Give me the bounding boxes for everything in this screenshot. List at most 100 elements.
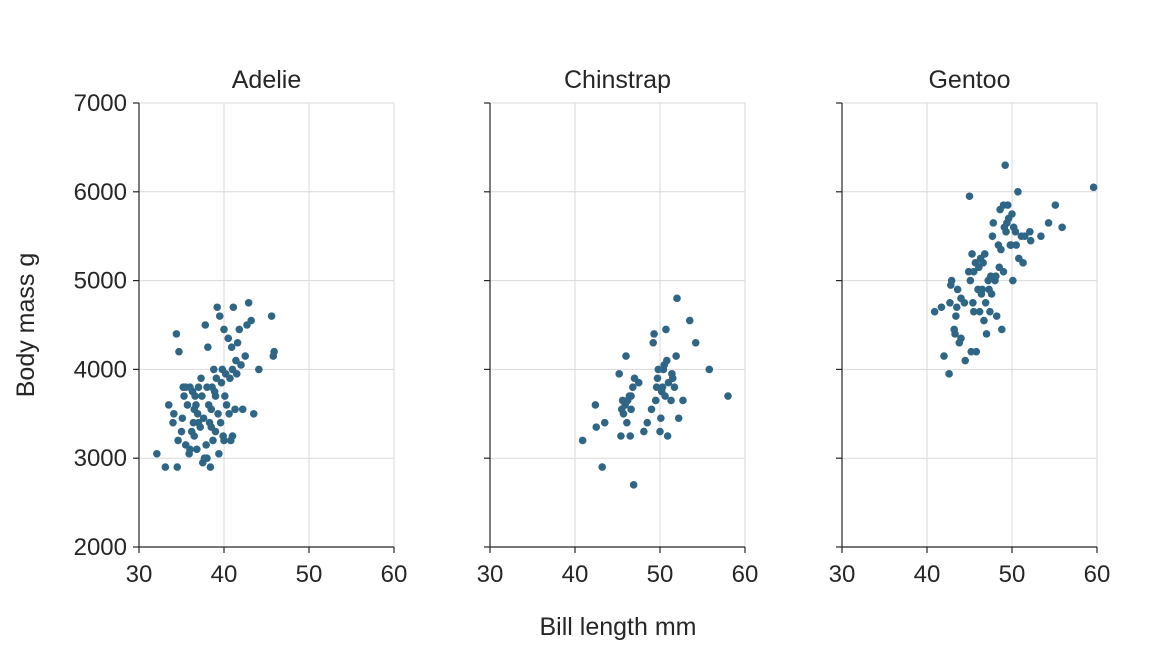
data-point (1011, 227, 1020, 236)
data-point (657, 414, 665, 423)
data-point (667, 396, 675, 405)
data-point (685, 316, 694, 325)
x-tick-label: 60 (1084, 561, 1111, 588)
data-point (629, 383, 637, 391)
data-point (1037, 232, 1045, 240)
data-point (270, 347, 278, 356)
data-point (622, 352, 630, 360)
data-point (651, 396, 660, 405)
data-point (724, 392, 732, 400)
data-point (197, 374, 205, 383)
data-point (173, 463, 182, 471)
points-gentoo (930, 161, 1098, 378)
y-axis-title: Body mass g (12, 253, 40, 398)
data-point (981, 250, 989, 258)
x-tick-label: 60 (381, 561, 408, 588)
data-point (199, 414, 208, 423)
x-tick-label: 40 (211, 561, 238, 588)
data-point (966, 276, 975, 285)
data-point (1044, 219, 1053, 227)
data-point (937, 303, 946, 312)
data-point (1058, 223, 1066, 232)
data-point (972, 347, 981, 356)
data-point (222, 401, 231, 409)
data-point (974, 285, 982, 294)
y-tick-label: 2000 (74, 534, 127, 561)
data-point (674, 414, 683, 423)
x-tick-label: 30 (126, 561, 153, 588)
data-point (206, 463, 215, 471)
data-point (215, 312, 224, 320)
data-point (649, 338, 657, 347)
data-point (194, 383, 203, 391)
data-point (267, 312, 276, 320)
data-point (670, 383, 679, 391)
data-point (673, 294, 681, 303)
data-point (1001, 161, 1009, 169)
data-point (705, 365, 714, 374)
y-tick-label: 3000 (74, 445, 127, 472)
data-point (662, 325, 670, 334)
data-point (998, 325, 1006, 334)
data-point (968, 250, 976, 258)
data-point (652, 383, 661, 391)
data-point (198, 392, 206, 400)
data-point (663, 356, 671, 365)
data-point (172, 330, 181, 338)
data-point (945, 370, 953, 378)
data-point (207, 405, 216, 414)
data-point (241, 352, 250, 360)
data-point (982, 330, 991, 338)
data-point (1008, 210, 1016, 218)
data-point (653, 374, 662, 383)
data-point (221, 392, 229, 400)
data-point (225, 410, 233, 418)
data-point (961, 356, 970, 365)
data-point (235, 325, 244, 334)
data-point (232, 370, 241, 378)
data-point (255, 365, 263, 374)
data-point (643, 418, 652, 427)
data-point (619, 410, 628, 418)
data-point (220, 436, 228, 445)
data-point (953, 285, 962, 294)
data-point (988, 232, 997, 240)
data-point (969, 299, 977, 307)
panel-title: Gentoo (928, 66, 1010, 94)
data-point (203, 454, 211, 463)
data-point (672, 352, 680, 360)
data-point (232, 356, 240, 365)
points-adelie (153, 299, 278, 471)
data-point (170, 410, 178, 418)
data-point (640, 427, 648, 436)
y-tick-label: 7000 (74, 90, 127, 117)
data-point (169, 418, 177, 427)
data-point (220, 325, 228, 334)
data-point (656, 427, 664, 436)
data-point (207, 423, 216, 431)
panel-adelie: 2000 3000 4000 5000 6000 7000 30 40 50 60 Adelie (74, 66, 408, 588)
data-point (626, 432, 635, 440)
data-point (214, 410, 222, 418)
data-point (999, 201, 1008, 209)
data-point (979, 259, 987, 267)
data-point (181, 383, 190, 391)
data-point (1009, 276, 1017, 285)
data-point (578, 436, 587, 445)
data-point (1026, 227, 1034, 236)
panels: 2000 3000 4000 5000 6000 7000 30 40 50 60 Adelie 30… (74, 66, 1111, 588)
data-point (229, 303, 238, 312)
data-point (969, 307, 978, 316)
data-point (217, 378, 226, 387)
data-point (212, 374, 221, 383)
x-tick-label: 30 (477, 561, 504, 588)
data-point (202, 441, 210, 449)
y-tick-label: 6000 (74, 179, 127, 206)
data-point (1051, 201, 1060, 209)
data-point (992, 312, 1001, 320)
x-tick-label: 50 (647, 561, 674, 588)
data-point (249, 410, 258, 418)
data-point (211, 392, 220, 400)
data-point (183, 401, 192, 409)
data-point (231, 405, 239, 414)
